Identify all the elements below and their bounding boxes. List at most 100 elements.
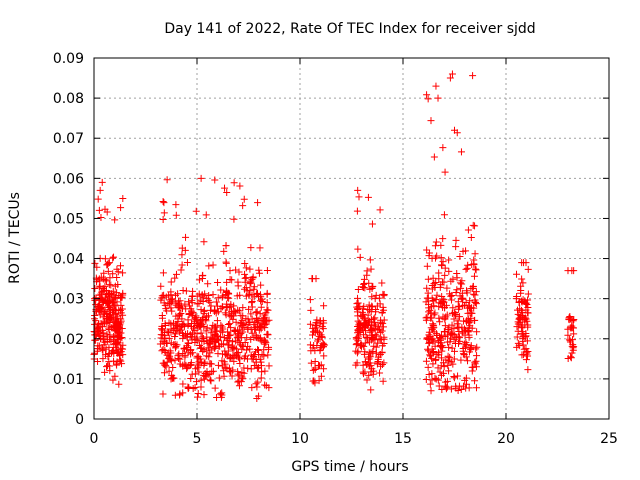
data-point-1650 bbox=[441, 168, 449, 176]
data-point-1503 bbox=[428, 376, 436, 384]
data-point-1271 bbox=[367, 349, 375, 357]
data-point-537 bbox=[197, 376, 205, 384]
data-point-795 bbox=[192, 378, 200, 386]
data-point-281 bbox=[96, 277, 104, 285]
x-tick-label: 25 bbox=[600, 431, 618, 447]
data-point-1579 bbox=[447, 277, 455, 285]
data-point-798 bbox=[174, 290, 182, 298]
data-point-1283 bbox=[366, 328, 374, 336]
data-point-1648 bbox=[439, 144, 447, 152]
data-point-554 bbox=[176, 297, 184, 305]
data-point-171 bbox=[117, 309, 125, 317]
data-point-1573 bbox=[427, 314, 435, 322]
data-point-1337 bbox=[452, 236, 460, 244]
data-point-931 bbox=[238, 334, 246, 342]
data-point-1727 bbox=[517, 297, 525, 305]
data-point-1744 bbox=[567, 354, 575, 362]
data-point-1546 bbox=[464, 226, 472, 234]
data-point-1507 bbox=[446, 290, 454, 298]
data-point-964 bbox=[218, 357, 226, 365]
data-point-1775 bbox=[448, 70, 456, 78]
data-point-831 bbox=[226, 276, 234, 284]
data-point-713 bbox=[248, 303, 256, 311]
data-point-1480 bbox=[430, 322, 438, 330]
data-point-928 bbox=[257, 358, 265, 366]
data-point-1616 bbox=[437, 371, 445, 379]
data-point-1594 bbox=[425, 249, 433, 257]
data-point-228 bbox=[109, 314, 117, 322]
y-tick-label: 0.06 bbox=[53, 171, 84, 187]
data-point-500 bbox=[245, 305, 253, 313]
data-point-625 bbox=[206, 360, 214, 368]
data-point-1578 bbox=[429, 335, 437, 343]
data-point-231 bbox=[106, 362, 114, 370]
data-point-1622 bbox=[451, 339, 459, 347]
data-point-451 bbox=[179, 380, 187, 388]
data-point-166 bbox=[113, 274, 121, 282]
data-point-221 bbox=[96, 308, 104, 316]
data-point-981 bbox=[174, 352, 182, 360]
data-point-967 bbox=[233, 352, 241, 360]
data-point-542 bbox=[171, 333, 179, 341]
data-point-929 bbox=[206, 298, 214, 306]
data-point-1257 bbox=[357, 343, 365, 351]
data-point-927 bbox=[214, 294, 222, 302]
data-point-1496 bbox=[441, 264, 449, 272]
data-point-1060 bbox=[310, 341, 318, 349]
data-point-1653 bbox=[524, 366, 532, 374]
data-point-994 bbox=[167, 325, 175, 333]
data-point-1114 bbox=[354, 245, 362, 253]
data-point-599 bbox=[194, 323, 202, 331]
data-point-751 bbox=[222, 259, 230, 267]
data-point-1278 bbox=[369, 370, 377, 378]
data-point-806 bbox=[230, 327, 238, 335]
data-point-1252 bbox=[371, 336, 379, 344]
data-point-1726 bbox=[514, 339, 522, 347]
data-point-1207 bbox=[352, 347, 360, 355]
data-point-433 bbox=[255, 269, 263, 277]
data-point-698 bbox=[256, 244, 264, 252]
data-point-287 bbox=[110, 293, 118, 301]
data-point-1770 bbox=[96, 186, 104, 194]
data-point-265 bbox=[110, 333, 118, 341]
data-point-718 bbox=[205, 353, 213, 361]
data-point-1234 bbox=[354, 285, 362, 293]
data-point-1180 bbox=[359, 361, 367, 369]
data-point-529 bbox=[177, 302, 185, 310]
data-point-1762 bbox=[568, 324, 576, 332]
data-point-1566 bbox=[425, 339, 433, 347]
data-point-1237 bbox=[372, 306, 380, 314]
data-point-333 bbox=[220, 247, 228, 255]
data-point-1312 bbox=[471, 377, 479, 385]
data-point-1624 bbox=[424, 347, 432, 355]
data-point-1654 bbox=[523, 337, 531, 345]
data-point-1214 bbox=[360, 350, 368, 358]
data-point-925 bbox=[257, 303, 265, 311]
data-point-1155 bbox=[353, 349, 361, 357]
data-point-1398 bbox=[472, 384, 480, 392]
data-point-1014 bbox=[223, 189, 231, 197]
data-point-527 bbox=[209, 291, 217, 299]
data-point-1618 bbox=[442, 383, 450, 391]
data-point-982 bbox=[241, 274, 249, 282]
data-point-865 bbox=[198, 333, 206, 341]
data-point-866 bbox=[246, 265, 254, 273]
data-point-1593 bbox=[463, 341, 471, 349]
data-point-1110 bbox=[365, 371, 373, 379]
data-point-1529 bbox=[432, 295, 440, 303]
data-point-1431 bbox=[432, 238, 440, 246]
data-point-827 bbox=[206, 340, 214, 348]
data-point-299 bbox=[96, 311, 104, 319]
data-point-623 bbox=[247, 365, 255, 373]
data-point-893 bbox=[181, 300, 189, 308]
data-point-683 bbox=[225, 337, 233, 345]
data-point-1058 bbox=[320, 302, 328, 310]
data-point-1032 bbox=[320, 352, 328, 360]
data-point-790 bbox=[260, 352, 268, 360]
data-point-1621 bbox=[458, 295, 466, 303]
data-point-1275 bbox=[359, 284, 367, 292]
data-point-1639 bbox=[445, 326, 453, 334]
data-point-1572 bbox=[471, 222, 479, 230]
data-point-1421 bbox=[446, 353, 454, 361]
